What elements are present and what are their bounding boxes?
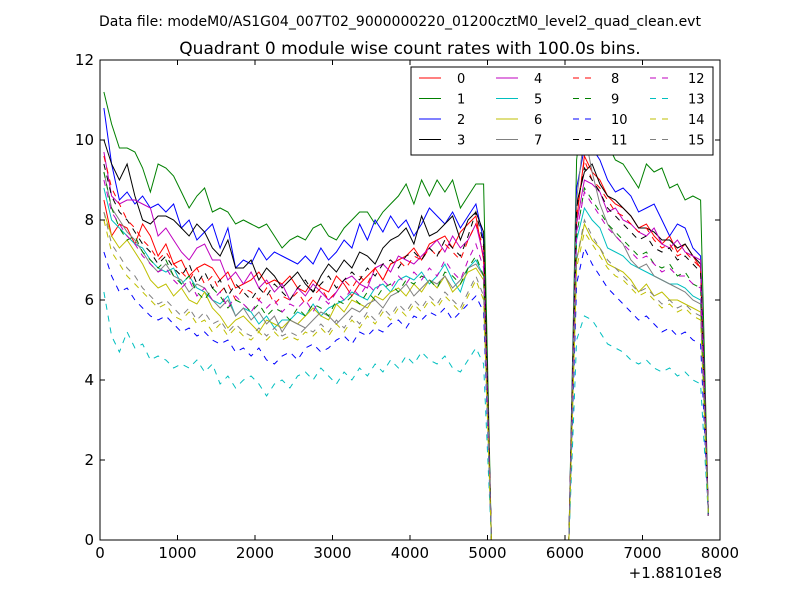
- y-tick-label: 8: [84, 211, 94, 229]
- y-tick-label: 6: [84, 291, 94, 309]
- legend-label-2: 2: [457, 113, 465, 128]
- y-tick-label: 12: [75, 51, 94, 69]
- chart-suptitle: Data file: modeM0/AS1G04_007T02_90000002…: [99, 14, 701, 30]
- series-line-10: [103, 246, 709, 540]
- series-line-12: [103, 179, 709, 540]
- chart-title: Quadrant 0 module wise count rates with …: [179, 39, 640, 59]
- legend-label-9: 9: [611, 93, 619, 108]
- legend-label-8: 8: [611, 72, 619, 87]
- legend-label-12: 12: [688, 72, 705, 87]
- series-line-15: [103, 211, 709, 540]
- legend-label-5: 5: [534, 93, 542, 108]
- series-line-13: [103, 291, 709, 540]
- x-tick-label: 5000: [468, 544, 506, 562]
- legend-label-15: 15: [688, 134, 705, 149]
- x-tick-label: 4000: [391, 544, 429, 562]
- x-tick-label: 0: [95, 544, 105, 562]
- y-tick-label: 2: [84, 451, 94, 469]
- series-line-14: [103, 219, 709, 540]
- legend-label-10: 10: [611, 113, 628, 128]
- legend-label-1: 1: [457, 93, 465, 108]
- legend-label-0: 0: [457, 72, 465, 87]
- x-offset-label: +1.88101e8: [629, 564, 722, 582]
- axes-layer: 0 1000 2000 3000 4000 5000 6000 7000 80000246810…: [75, 51, 739, 562]
- legend-label-3: 3: [457, 134, 465, 149]
- legend-label-13: 13: [688, 93, 705, 108]
- y-tick-label: 0: [84, 531, 94, 549]
- legend-label-4: 4: [534, 72, 542, 87]
- legend-label-14: 14: [688, 113, 705, 128]
- x-tick-label: 7000: [623, 544, 661, 562]
- x-tick-label: 6000: [546, 544, 584, 562]
- x-tick-label: 2000: [236, 544, 274, 562]
- legend-label-11: 11: [611, 134, 628, 149]
- legend-box: [410, 66, 714, 156]
- series-layer: [103, 90, 709, 540]
- x-tick-label: 1000: [158, 544, 196, 562]
- series-line-3: [103, 139, 709, 540]
- series-line-11: [103, 163, 709, 540]
- series-line-4: [103, 151, 709, 540]
- legend-label-6: 6: [534, 113, 542, 128]
- x-tick-label: 8000: [701, 544, 739, 562]
- series-line-6: [103, 211, 709, 540]
- y-tick-label: 4: [84, 371, 94, 389]
- legend-label-7: 7: [534, 134, 542, 149]
- x-tick-label: 3000: [313, 544, 351, 562]
- y-tick-label: 10: [75, 131, 94, 149]
